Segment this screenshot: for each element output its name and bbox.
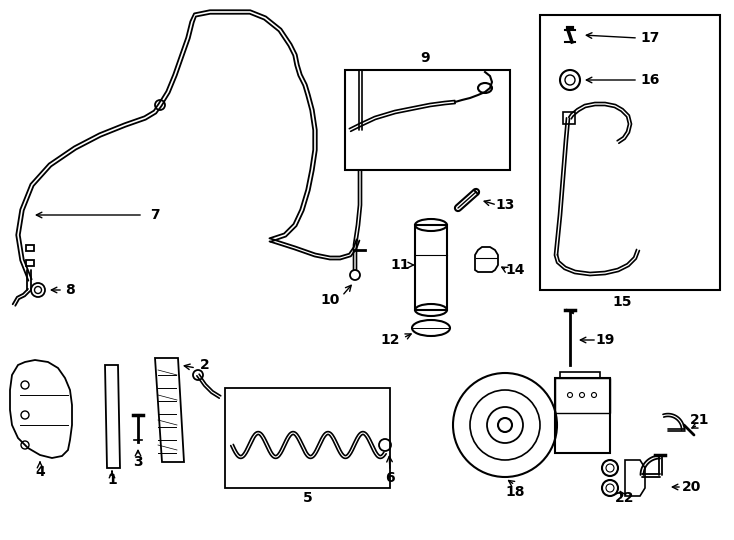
Text: 20: 20 xyxy=(683,480,702,494)
Text: 8: 8 xyxy=(65,283,75,297)
Text: 9: 9 xyxy=(420,51,430,65)
Bar xyxy=(555,378,610,453)
Text: 22: 22 xyxy=(615,491,635,505)
Circle shape xyxy=(567,393,573,397)
Text: 10: 10 xyxy=(320,293,340,307)
Text: 7: 7 xyxy=(150,208,160,222)
Text: 15: 15 xyxy=(612,295,632,309)
Text: 18: 18 xyxy=(505,485,525,499)
Text: 21: 21 xyxy=(690,413,710,427)
Text: 16: 16 xyxy=(640,73,660,87)
Text: 3: 3 xyxy=(133,455,143,469)
Text: 12: 12 xyxy=(380,333,400,347)
Text: 13: 13 xyxy=(495,198,515,212)
Bar xyxy=(540,15,720,290)
Bar xyxy=(345,70,510,170)
Text: 6: 6 xyxy=(385,471,395,485)
Circle shape xyxy=(580,393,584,397)
Bar xyxy=(225,388,390,488)
Bar xyxy=(555,378,610,413)
Text: 11: 11 xyxy=(390,258,410,272)
Text: 14: 14 xyxy=(505,263,525,277)
Bar xyxy=(563,112,575,124)
Bar xyxy=(415,225,447,310)
Bar xyxy=(26,260,34,266)
Text: 2: 2 xyxy=(200,358,210,372)
Bar xyxy=(26,245,34,251)
Text: 5: 5 xyxy=(303,491,313,505)
Text: 19: 19 xyxy=(595,333,614,347)
Text: 1: 1 xyxy=(107,473,117,487)
Text: 17: 17 xyxy=(640,31,660,45)
Circle shape xyxy=(592,393,597,397)
Text: 4: 4 xyxy=(35,465,45,479)
